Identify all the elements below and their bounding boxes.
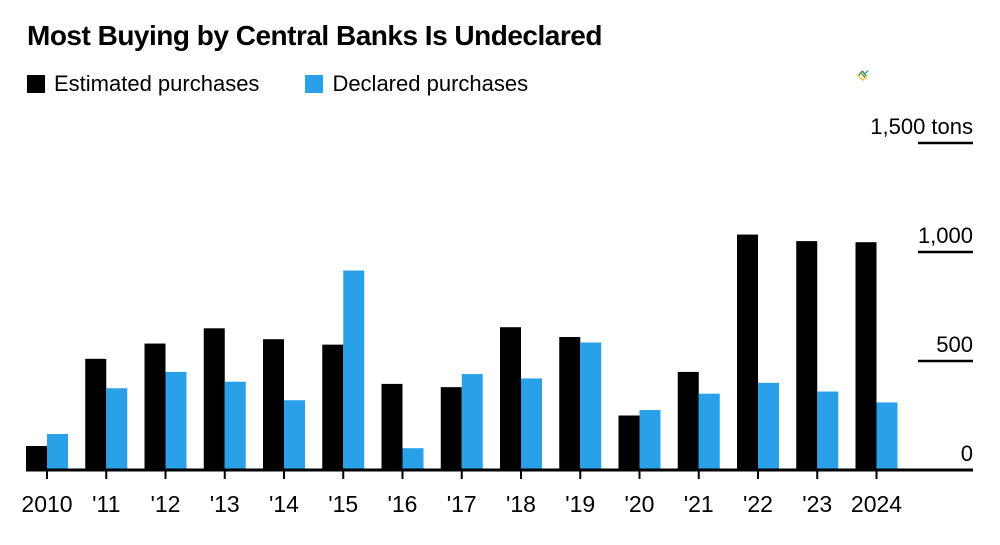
logo-green-stroke xyxy=(858,70,867,78)
page-title: Most Buying by Central Banks Is Undeclar… xyxy=(27,20,602,51)
x-axis-label: '20 xyxy=(625,491,655,517)
bar-declared-'14 xyxy=(284,400,305,470)
bar-estimated-'22 xyxy=(737,234,758,470)
bar-estimated-'12 xyxy=(144,343,166,470)
bar-declared-'19 xyxy=(580,342,602,470)
bar-estimated-2010 xyxy=(26,446,47,470)
bar-estimated-'13 xyxy=(203,328,225,470)
x-axis-label: '13 xyxy=(210,491,240,517)
bar-declared-'15 xyxy=(343,270,365,470)
x-axis-label: '21 xyxy=(684,491,714,517)
x-axis-label: '22 xyxy=(743,491,773,517)
x-axis-label: '18 xyxy=(506,491,536,517)
legend-item-declared: Declared purchases xyxy=(305,71,528,97)
bar-declared-'23 xyxy=(817,391,839,470)
legend-label-declared: Declared purchases xyxy=(332,71,529,96)
x-axis-label: '16 xyxy=(388,491,418,517)
bar-declared-'17 xyxy=(461,374,483,470)
x-axis-label: '17 xyxy=(447,491,477,517)
bar-declared-'21 xyxy=(698,393,720,470)
x-axis-label: '14 xyxy=(269,491,299,517)
bar-declared-'16 xyxy=(402,448,424,470)
bar-estimated-'18 xyxy=(500,327,521,470)
bar-estimated-2024 xyxy=(855,242,877,470)
litefinance-logo-icon xyxy=(857,70,869,81)
legend-label-estimated: Estimated purchases xyxy=(54,71,260,96)
x-axis-label: 2024 xyxy=(851,491,902,517)
x-axis-label: '19 xyxy=(565,491,595,517)
x-axis-label: '11 xyxy=(92,491,120,517)
y-axis-label: 0 xyxy=(961,441,973,466)
y-axis-label: 500 xyxy=(936,332,973,357)
bar-estimated-'14 xyxy=(263,339,284,470)
x-axis-label: '12 xyxy=(151,491,181,517)
bar-estimated-'17 xyxy=(440,387,462,470)
estimated-swatch-icon xyxy=(27,75,45,93)
x-axis-label: 2010 xyxy=(21,491,72,517)
bar-estimated-'23 xyxy=(796,241,818,470)
bar-declared-'13 xyxy=(224,381,246,470)
x-axis-label: '23 xyxy=(802,491,832,517)
bar-estimated-'19 xyxy=(559,337,581,470)
bar-declared-'11 xyxy=(106,388,128,470)
bar-estimated-'21 xyxy=(677,371,699,470)
bar-declared-'12 xyxy=(165,371,187,470)
bar-declared-'18 xyxy=(521,378,542,470)
legend-item-estimated: Estimated purchases xyxy=(27,71,259,97)
bar-declared-2010 xyxy=(47,434,68,470)
bar-declared-'22 xyxy=(758,382,779,470)
logo-yellow-stroke xyxy=(857,74,868,81)
y-axis-label: 1,500 tons xyxy=(870,114,973,139)
bar-estimated-'16 xyxy=(381,383,403,470)
declared-swatch-icon xyxy=(305,75,324,93)
y-axis-label: 1,000 xyxy=(918,223,973,248)
chart-legend: Estimated purchases Declared purchases xyxy=(27,71,528,97)
logo-blue-stroke xyxy=(865,70,869,74)
bar-declared-2024 xyxy=(876,402,898,470)
bar-estimated-'15 xyxy=(322,344,344,470)
bar-declared-'20 xyxy=(639,410,661,470)
bar-estimated-'20 xyxy=(618,415,640,470)
bar-estimated-'11 xyxy=(85,358,107,470)
x-axis-label: '15 xyxy=(328,491,358,517)
